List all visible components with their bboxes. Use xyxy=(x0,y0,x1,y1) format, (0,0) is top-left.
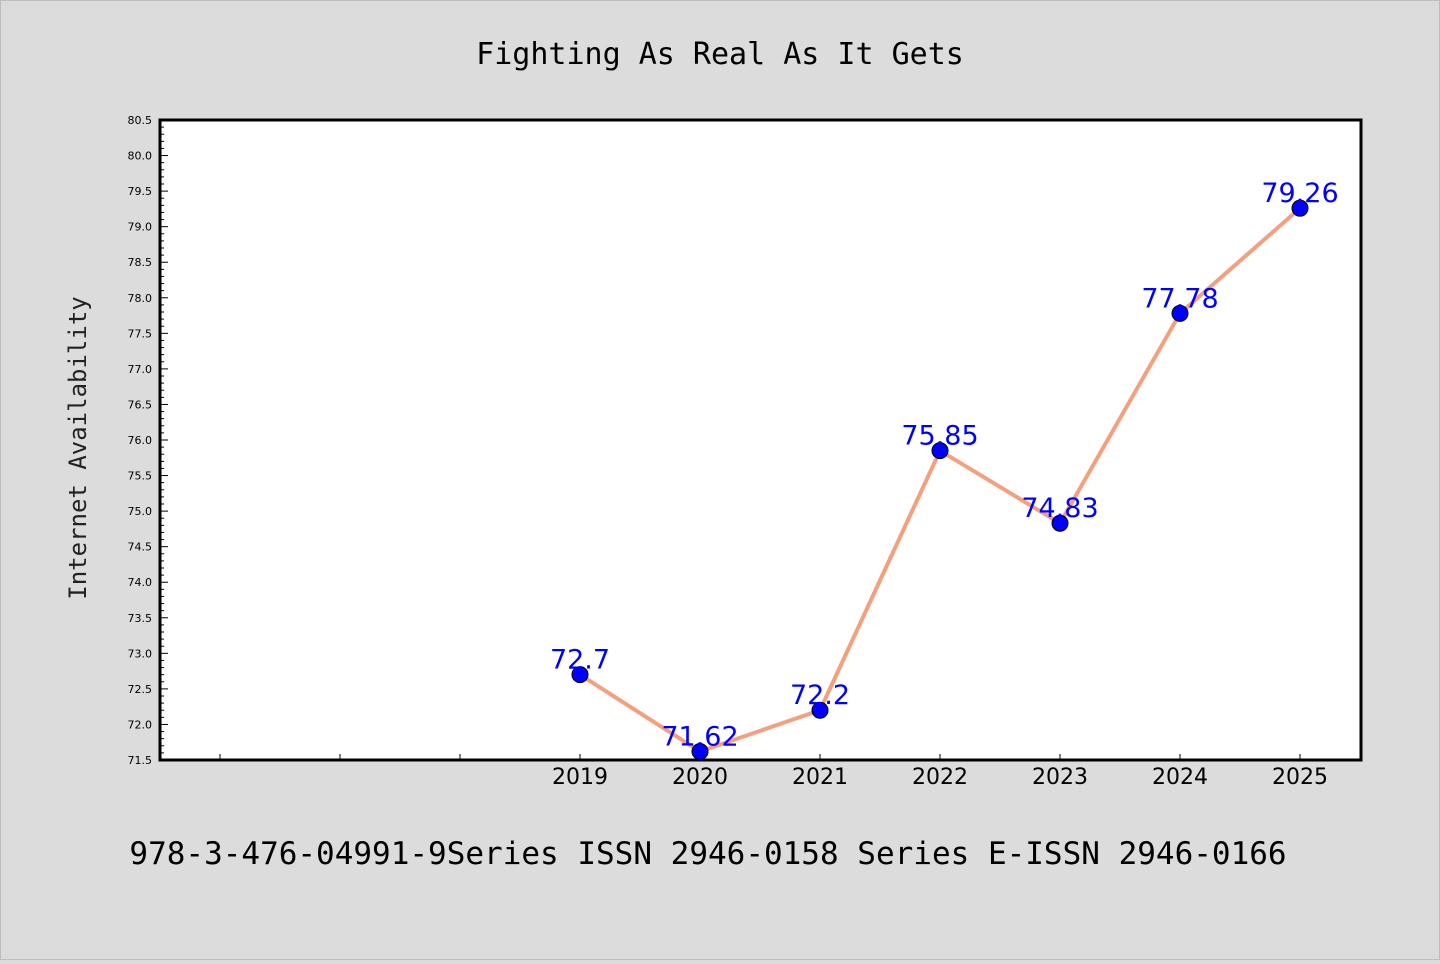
y-tick-label: 74.0 xyxy=(128,576,153,589)
y-tick-label: 77.5 xyxy=(128,327,153,340)
y-tick-label: 74.5 xyxy=(128,541,153,554)
data-labels: 72.7 71.62 72.2 75.85 74.83 77.78 79.26 xyxy=(550,178,1339,752)
data-label: 79.26 xyxy=(1261,178,1338,209)
data-label: 71.62 xyxy=(661,721,738,752)
x-tick-label: 2023 xyxy=(1032,765,1088,790)
y-tick-label: 77.0 xyxy=(128,363,153,376)
y-tick-label: 78.5 xyxy=(128,256,153,269)
y-tick-label: 75.5 xyxy=(128,470,153,483)
y-tick-label: 80.0 xyxy=(128,150,153,163)
data-point xyxy=(1051,514,1069,532)
plot-area xyxy=(158,118,1363,762)
x-axis-ticks: 2019 2020 2021 2022 2023 2024 2025 xyxy=(219,754,1328,790)
data-point xyxy=(691,742,709,760)
x-tick-label: 2020 xyxy=(672,765,728,790)
y-axis-label: Internet Availability xyxy=(64,296,92,599)
y-tick-label: 76.5 xyxy=(128,398,153,411)
data-point xyxy=(1171,304,1189,322)
footer-isbn: 978-3-476-04991-9Series ISSN 2946-0158 S… xyxy=(129,836,1286,872)
data-point xyxy=(1291,199,1309,217)
y-tick-label: 72.5 xyxy=(128,683,153,696)
data-points xyxy=(571,199,1309,760)
y-tick-label: 80.5 xyxy=(128,114,153,127)
y-tick-label: 72.0 xyxy=(128,718,153,731)
x-tick-label: 2019 xyxy=(552,765,608,790)
data-point xyxy=(811,701,829,719)
data-label: 72.2 xyxy=(790,680,850,711)
y-tick-label: 75.0 xyxy=(128,505,153,518)
data-label: 75.85 xyxy=(901,421,978,452)
x-tick-label: 2024 xyxy=(1152,765,1208,790)
y-tick-label: 78.0 xyxy=(128,292,153,305)
chart-title: Fighting As Real As It Gets xyxy=(476,37,964,72)
y-axis-ticks: 71.5 72.0 72.5 73.0 73.5 74.0 74.5 75.0 75.5 76.0… xyxy=(128,114,168,767)
data-label: 77.78 xyxy=(1141,283,1218,314)
y-tick-label: 79.0 xyxy=(128,221,153,234)
data-point xyxy=(571,666,589,684)
y-tick-label: 76.0 xyxy=(128,434,153,447)
y-tick-label: 79.5 xyxy=(128,185,153,198)
x-tick-label: 2025 xyxy=(1272,765,1328,790)
y-tick-label: 73.0 xyxy=(128,647,153,660)
data-point xyxy=(931,442,949,460)
y-tick-label: 71.5 xyxy=(128,754,153,767)
data-label: 72.7 xyxy=(550,645,610,676)
x-tick-label: 2022 xyxy=(912,765,968,790)
x-tick-label: 2021 xyxy=(792,765,848,790)
y-tick-label: 73.5 xyxy=(128,612,153,625)
data-label: 74.83 xyxy=(1021,493,1098,524)
